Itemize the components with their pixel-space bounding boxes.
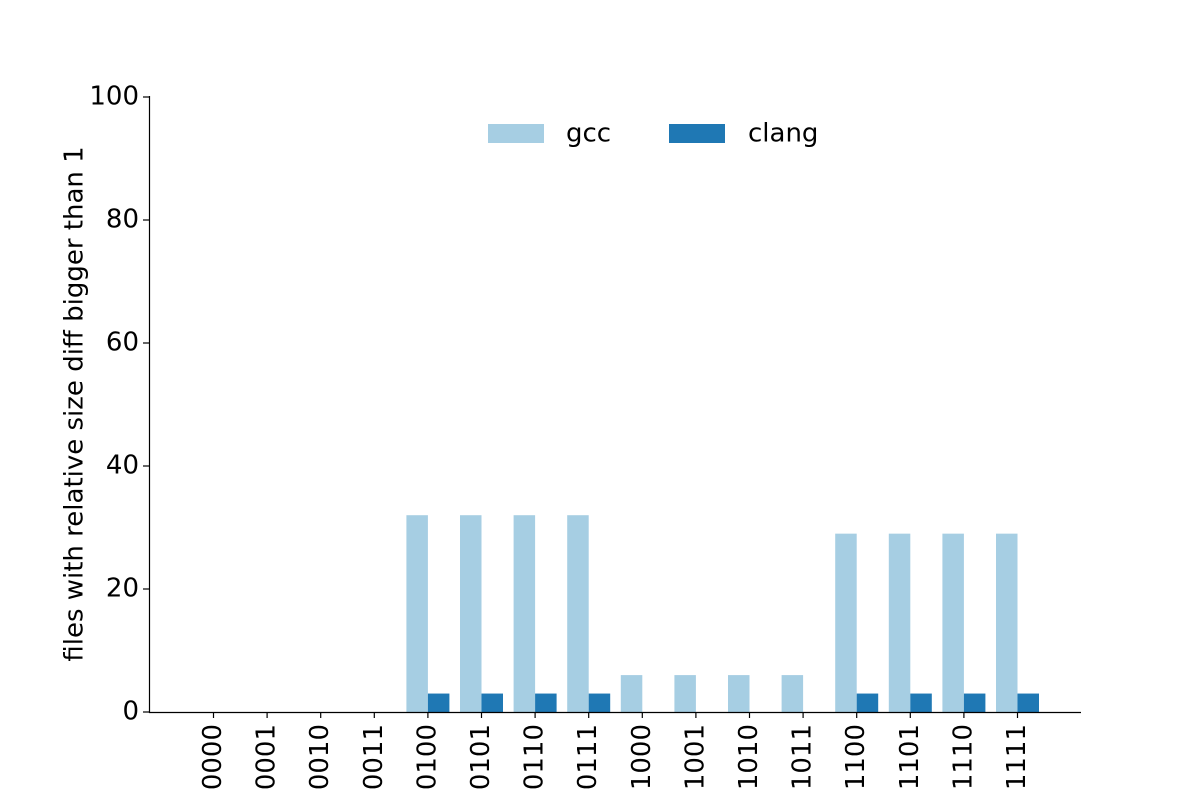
bar-clang-0101 [481,693,503,712]
bar-gcc-0101 [460,515,482,712]
bar-gcc-1001 [674,675,696,712]
axes-group [148,96,1081,714]
bar-gcc-1110 [942,533,964,712]
bar-gcc-1100 [835,533,857,712]
x-tick-label: 1000 [627,724,657,790]
y-tick-label: 40 [106,451,139,481]
bar-clang-1110 [963,693,986,712]
bar-clang-1101 [910,693,932,712]
x-tick-label: 0000 [198,724,228,790]
x-ticks-group: 0000 0001 0010 0011 0100 0101 0110 0111 1000 1001… [198,712,1032,790]
bar-clang-0100 [427,693,450,712]
legend-swatch-gcc [488,124,544,143]
y-tick-label: 100 [89,82,139,112]
bar-clang-1111 [1017,693,1039,712]
legend-swatch-clang [669,124,725,143]
x-tick-label: 1010 [734,724,764,790]
y-tick-label: 80 [106,205,139,235]
legend-label-gcc: gcc [566,119,611,149]
x-tick-label: 0001 [252,724,282,790]
bar-gcc-1111 [996,533,1018,712]
legend: gcc clang [488,119,818,149]
bar-gcc-1010 [728,675,750,712]
bar-gcc-1101 [888,533,911,712]
x-tick-label: 0111 [573,724,603,790]
x-tick-label: 1011 [788,724,818,790]
bar-gcc-0100 [406,515,428,712]
bars-group [406,515,1039,712]
y-tick-label: 60 [106,328,139,358]
x-tick-label: 1101 [895,724,925,790]
bar-gcc-0111 [567,515,589,712]
y-tick-label: 20 [106,574,139,604]
bar-gcc-1000 [620,675,643,712]
x-tick-label: 1111 [1002,724,1032,790]
bar-clang-0110 [535,693,557,712]
x-tick-label: 0010 [305,724,335,790]
y-axis-title: files with relative size diff bigger tha… [60,146,90,661]
x-tick-label: 0110 [520,724,550,790]
y-ticks-group: 0 20 40 60 80 100 [89,82,149,727]
bar-clang-0111 [588,693,611,712]
bar-gcc-0110 [513,515,536,712]
x-tick-label: 1100 [841,724,871,790]
y-tick-label: 0 [122,697,139,727]
bar-gcc-1011 [781,675,804,712]
x-tick-label: 1110 [948,724,978,790]
x-tick-label: 1001 [680,724,710,790]
x-tick-label: 0101 [466,724,496,790]
x-tick-label: 0011 [359,724,389,790]
x-tick-label: 0100 [412,724,442,790]
bar-clang-1100 [856,693,879,712]
legend-label-clang: clang [748,119,818,149]
